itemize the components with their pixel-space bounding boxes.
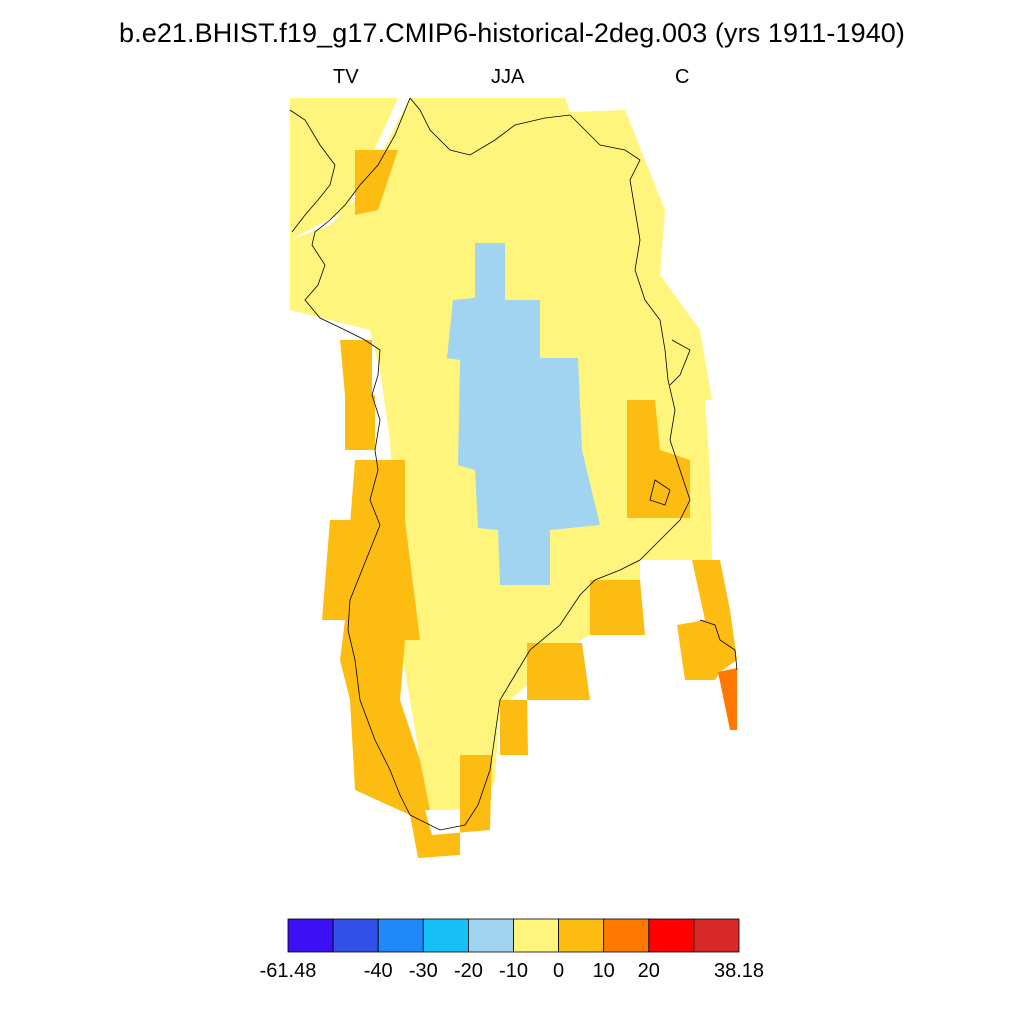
colorbar-tick-label: -40 <box>363 960 393 982</box>
colorbar-tick-label: -20 <box>453 960 483 982</box>
colorbar-swatch <box>693 918 740 953</box>
colorbar-swatch <box>377 918 424 953</box>
colorbar-swatch <box>422 918 469 953</box>
variable-label: TV <box>333 66 359 88</box>
colorbar-swatch <box>603 918 650 953</box>
colorbar-tick-label: 20 <box>637 960 660 982</box>
colorbar-swatch <box>648 918 695 953</box>
colorbar <box>287 918 740 953</box>
colorbar-swatch <box>287 918 334 953</box>
field-orange <box>718 668 737 730</box>
colorbar-tick-label: -30 <box>408 960 438 982</box>
colorbar-tick-label: 38.18 <box>713 960 765 982</box>
map-title: b.e21.BHIST.f19_g17.CMIP6-historical-2de… <box>118 18 906 48</box>
colorbar-swatch <box>558 918 605 953</box>
colorbar-tick-label: -61.48 <box>259 960 317 982</box>
field-light-blue <box>447 243 600 585</box>
colorbar-swatch <box>332 918 379 953</box>
season-label: JJA <box>491 66 525 88</box>
colorbar-swatch <box>467 918 514 953</box>
field-gold <box>322 150 737 858</box>
colorbar-tick-label: 0 <box>553 960 565 982</box>
colorbar-tick-label: 10 <box>592 960 615 982</box>
colorbar-tick-label: -10 <box>499 960 528 982</box>
colorbar-swatch <box>513 918 559 953</box>
units-label: C <box>675 66 690 88</box>
coastline <box>289 97 738 831</box>
